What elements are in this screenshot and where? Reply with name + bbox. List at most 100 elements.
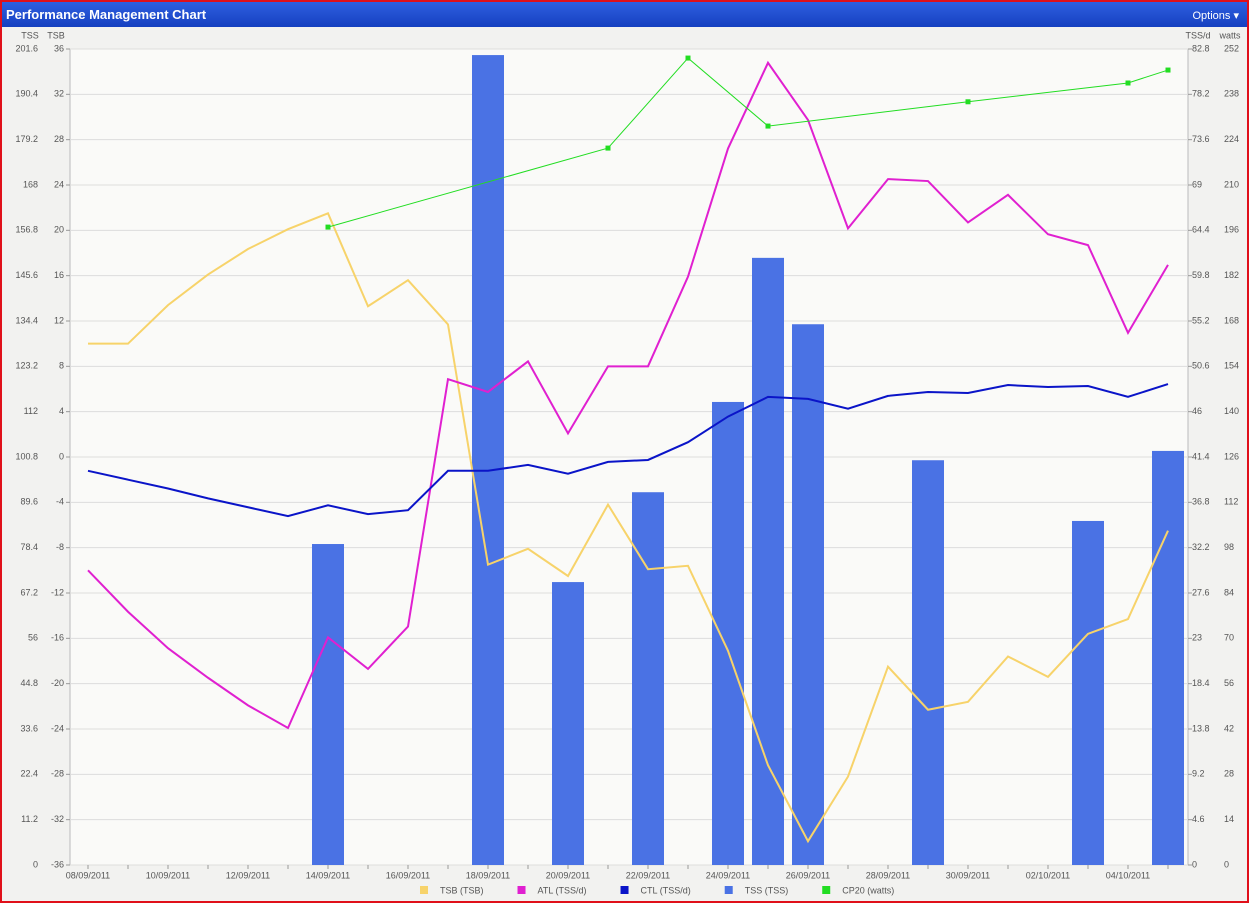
- y-tick-label: 4: [59, 406, 64, 416]
- y-tick-label: -12: [51, 587, 64, 597]
- y-tick-label: 42: [1224, 723, 1234, 733]
- bar: [312, 544, 344, 865]
- y-tick-label: 134.4: [15, 315, 38, 325]
- y-tick-label: 55.2: [1192, 315, 1210, 325]
- y-tick-label: 252: [1224, 43, 1239, 53]
- legend-label: TSB (TSB): [440, 885, 484, 895]
- y-tick-label: -32: [51, 814, 64, 824]
- title: Performance Management Chart: [6, 7, 207, 22]
- line: [88, 212, 1169, 844]
- bar: [712, 401, 744, 865]
- bar: [552, 582, 584, 865]
- y-tick-label: 36.8: [1192, 497, 1210, 507]
- y-tick-label: 190.4: [15, 89, 38, 99]
- axis-title: TSB: [47, 30, 65, 40]
- y-tick-label: 238: [1224, 89, 1239, 99]
- x-tick-label: 22/09/2011: [626, 870, 670, 880]
- y-tick-label: 28: [54, 134, 64, 144]
- y-tick-label: 11.2: [21, 814, 38, 824]
- y-tick-label: 82.8: [1192, 43, 1210, 53]
- y-tick-label: 112: [1224, 497, 1238, 507]
- y-tick-label: 84: [1224, 587, 1234, 597]
- y-tick-label: 78.4: [20, 542, 38, 552]
- y-tick-label: 69: [1192, 179, 1202, 189]
- legend-label: TSS (TSS): [745, 885, 789, 895]
- y-tick-label: 224: [1224, 134, 1239, 144]
- y-tick-label: 16: [54, 270, 64, 280]
- y-tick-label: 13.8: [1192, 723, 1210, 733]
- bar: [1152, 450, 1184, 865]
- y-tick-label: 0: [1224, 859, 1229, 869]
- y-tick-label: 27.6: [1192, 587, 1210, 597]
- legend-swatch: [724, 886, 733, 894]
- x-tick-label: 08/09/2011: [66, 870, 110, 880]
- legend-swatch: [822, 886, 831, 894]
- y-tick-label: 20: [54, 225, 64, 235]
- bar: [792, 324, 824, 865]
- y-tick-label: 78.2: [1192, 89, 1210, 99]
- y-tick-label: 112: [24, 406, 38, 416]
- y-tick-label: 98: [1224, 542, 1234, 552]
- axis-title: TSS/d: [1185, 30, 1210, 40]
- marker: [965, 99, 971, 105]
- legend-swatch: [517, 886, 526, 894]
- legend-swatch: [620, 886, 629, 894]
- y-tick-label: 44.8: [20, 678, 38, 688]
- y-tick-label: 0: [33, 859, 38, 869]
- y-tick-label: 36: [54, 43, 64, 53]
- x-tick-label: 26/09/2011: [786, 870, 830, 880]
- y-tick-label: 33.6: [20, 723, 38, 733]
- x-tick-label: 14/09/2011: [306, 870, 350, 880]
- marker: [765, 123, 771, 129]
- y-tick-label: -28: [51, 769, 64, 779]
- y-tick-label: 0: [59, 451, 64, 461]
- y-tick-label: 70: [1224, 633, 1234, 643]
- legend-swatch: [420, 886, 428, 894]
- bar: [1072, 520, 1104, 865]
- x-tick-label: 12/09/2011: [226, 870, 270, 880]
- bar: [472, 55, 504, 866]
- y-tick-label: 4.6: [1192, 814, 1205, 824]
- y-tick-label: 8: [59, 361, 64, 371]
- y-tick-label: 32.2: [1192, 542, 1210, 552]
- y-tick-label: 179.2: [15, 134, 38, 144]
- axis-title: TSS: [21, 30, 39, 40]
- y-tick-label: -36: [51, 859, 64, 869]
- legend-label: ATL (TSS/d): [538, 885, 587, 895]
- x-tick-label: 20/09/2011: [546, 870, 590, 880]
- y-tick-label: 89.6: [20, 497, 38, 507]
- y-tick-label: 182: [1224, 270, 1239, 280]
- y-tick-label: 32: [54, 89, 64, 99]
- y-tick-label: 73.6: [1192, 134, 1210, 144]
- y-tick-label: 14: [1224, 814, 1234, 824]
- y-tick-label: 0: [1192, 859, 1197, 869]
- y-tick-label: 56: [1224, 678, 1234, 688]
- y-tick-label: 67.2: [20, 587, 38, 597]
- x-tick-label: 28/09/2011: [866, 870, 910, 880]
- y-tick-label: 168: [1224, 315, 1239, 325]
- y-tick-label: 126: [1224, 451, 1239, 461]
- y-tick-label: 46: [1192, 406, 1202, 416]
- y-tick-label: 18.4: [1192, 678, 1210, 688]
- y-tick-label: 64.4: [1192, 225, 1210, 235]
- y-tick-label: 56: [28, 633, 38, 643]
- y-tick-label: 59.8: [1192, 270, 1210, 280]
- y-tick-label: 145.6: [15, 270, 38, 280]
- y-tick-label: -4: [56, 497, 64, 507]
- y-tick-label: 23: [1192, 633, 1202, 643]
- bar: [752, 257, 784, 865]
- y-tick-label: 12: [54, 315, 64, 325]
- legend-label: CTL (TSS/d): [641, 885, 691, 895]
- y-tick-label: 168: [23, 179, 38, 189]
- y-tick-label: 9.2: [1192, 769, 1205, 779]
- x-tick-label: 30/09/2011: [946, 870, 990, 880]
- y-tick-label: 123.2: [15, 361, 38, 371]
- y-tick-label: 201.6: [15, 43, 38, 53]
- y-tick-label: -8: [56, 542, 64, 552]
- y-tick-label: 196: [1224, 225, 1239, 235]
- marker: [325, 224, 331, 230]
- y-tick-label: 41.4: [1192, 451, 1210, 461]
- options-menu[interactable]: Options ▾: [1192, 10, 1240, 22]
- axis-title: watts: [1218, 30, 1241, 40]
